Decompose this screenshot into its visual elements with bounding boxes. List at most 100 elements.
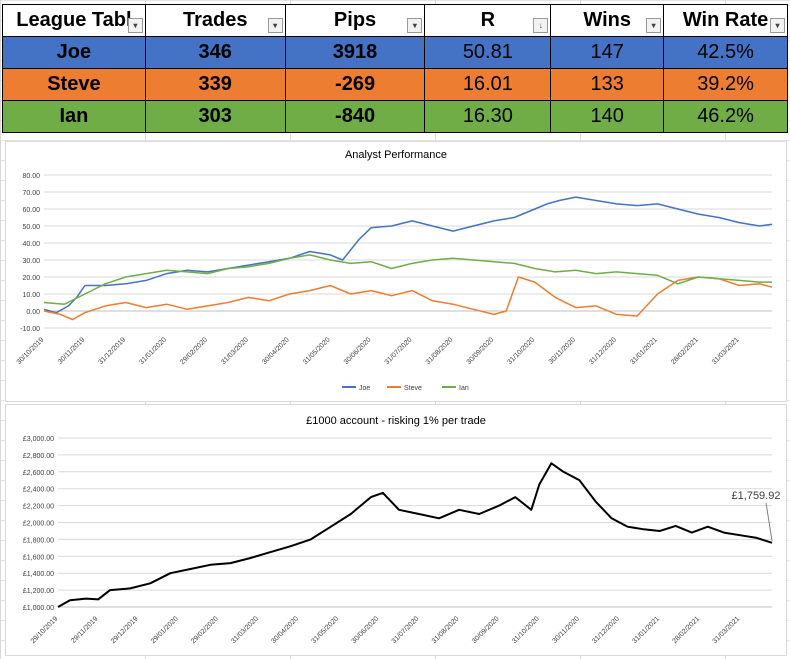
- x-tick-label: 31/03/2021: [711, 336, 741, 366]
- y-tick-label: £3,000.00: [23, 436, 54, 443]
- x-tick-label: 30/10/2019: [16, 336, 46, 366]
- x-tick-label: 31/03/2021: [712, 615, 742, 645]
- filter-dropdown-icon[interactable]: ▾: [646, 18, 662, 33]
- y-tick-label: -10.00: [20, 326, 40, 333]
- x-tick-label: 28/02/2021: [671, 615, 701, 645]
- cell-pips[interactable]: -840: [284, 100, 426, 133]
- cell-trades[interactable]: 339: [144, 68, 286, 101]
- x-tick-label: 31/01/2021: [631, 615, 661, 645]
- table-row: Ian 303 -840 16.30 140 46.2%: [2, 100, 788, 133]
- cell-name[interactable]: Ian: [2, 100, 146, 133]
- cell-r[interactable]: 16.30: [424, 100, 552, 133]
- x-tick-label: 30/11/2020: [552, 615, 581, 644]
- cell-pips[interactable]: 3918: [284, 36, 426, 69]
- league-table: League Tabl ▾ Trades ▾ Pips ▾ R ↓ Wins ▾ Win …: [2, 4, 788, 133]
- x-tick-label: 30/06/2020: [343, 336, 373, 366]
- cell-wins[interactable]: 133: [550, 68, 665, 101]
- cell-pips[interactable]: -269: [284, 68, 426, 101]
- cell-name[interactable]: Joe: [2, 36, 146, 69]
- filter-dropdown-icon[interactable]: ▾: [770, 18, 785, 33]
- y-tick-label: £2,400.00: [23, 487, 54, 494]
- x-tick-label: 29/02/2020: [190, 615, 220, 645]
- x-tick-label: 31/12/2020: [591, 615, 621, 645]
- x-tick-label: 31/07/2020: [384, 336, 414, 366]
- filter-dropdown-icon[interactable]: ▾: [127, 18, 143, 33]
- x-tick-label: 31/05/2020: [302, 336, 332, 366]
- cell-r[interactable]: 16.01: [424, 68, 552, 101]
- cell-win-rate[interactable]: 39.2%: [663, 68, 788, 101]
- y-tick-label: £2,000.00: [23, 521, 54, 528]
- table-header-row: League Tabl ▾ Trades ▾ Pips ▾ R ↓ Wins ▾ Win …: [2, 4, 788, 37]
- account-balance-chart[interactable]: £1000 account - risking 1% per trade £3,…: [5, 404, 787, 656]
- y-tick-label: £1,600.00: [23, 554, 54, 561]
- legend-label: Ian: [459, 385, 469, 392]
- table-row: Joe 346 3918 50.81 147 42.5%: [2, 36, 788, 69]
- x-tick-label: 29/12/2019: [110, 615, 140, 645]
- filter-dropdown-icon[interactable]: ▾: [267, 18, 283, 33]
- y-tick-label: £1,200.00: [23, 588, 54, 595]
- y-tick-label: £1,000.00: [23, 605, 54, 612]
- x-tick-label: 31/10/2020: [506, 336, 536, 366]
- x-tick-label: 31/03/2020: [230, 615, 260, 645]
- cell-r[interactable]: 50.81: [424, 36, 552, 69]
- series-line-balance: [57, 462, 773, 608]
- legend-label: Joe: [359, 385, 370, 392]
- x-tick-label: 31/10/2020: [511, 615, 541, 645]
- header-label: Trades: [183, 9, 248, 31]
- header-label: Pips: [333, 9, 377, 31]
- header-label: Wins: [583, 9, 631, 31]
- account-balance-plot: £3,000.00 £2,800.00 £2,600.00 £2,400.00 £2,2…: [23, 436, 781, 645]
- annotation-leader: [765, 502, 773, 541]
- chart-title: £1000 account - risking 1% per trade: [306, 415, 486, 427]
- cell-name[interactable]: Steve: [2, 68, 146, 101]
- y-tick-label: 10.00: [22, 292, 40, 299]
- header-label: Win Rate: [682, 9, 769, 31]
- x-tick-label: 29/11/2019: [70, 615, 99, 644]
- x-tick-label: 31/03/2020: [220, 336, 250, 366]
- x-tick-label: 30/04/2020: [261, 336, 291, 366]
- x-tick-label: 29/02/2020: [179, 336, 209, 366]
- x-tick-label: 31/07/2020: [391, 615, 421, 645]
- y-tick-label: £2,600.00: [23, 470, 54, 477]
- cell-wins[interactable]: 140: [550, 100, 665, 133]
- header-pips: Pips ▾: [284, 4, 426, 37]
- header-name: League Tabl ▾: [2, 4, 146, 37]
- x-tick-label: 30/06/2020: [351, 615, 381, 645]
- x-tick-label: 31/08/2020: [431, 615, 461, 645]
- analyst-performance-chart[interactable]: Analyst Performance 80.00 70.00 60.00 50.00…: [5, 141, 787, 402]
- y-tick-label: £1,800.00: [23, 537, 54, 544]
- cell-win-rate[interactable]: 42.5%: [663, 36, 788, 69]
- y-tick-label: 50.00: [22, 224, 40, 231]
- series-line-steve: [43, 276, 773, 321]
- header-wins: Wins ▾: [550, 4, 665, 37]
- y-tick-label: 70.00: [22, 190, 40, 197]
- y-tick-label: £2,200.00: [23, 504, 54, 511]
- cell-win-rate[interactable]: 46.2%: [663, 100, 788, 133]
- cell-wins[interactable]: 147: [550, 36, 665, 69]
- x-tick-label: 31/01/2021: [629, 336, 659, 366]
- y-tick-label: 40.00: [22, 241, 40, 248]
- x-tick-label: 31/05/2020: [310, 615, 340, 645]
- analyst-performance-plot: 80.00 70.00 60.00 50.00 40.00 30.00 20.00 10.00…: [16, 173, 773, 392]
- cell-trades[interactable]: 346: [144, 36, 286, 69]
- x-tick-label: 30/09/2020: [466, 336, 496, 366]
- x-tick-label: 29/01/2020: [150, 615, 180, 645]
- header-r: R ↓: [424, 4, 552, 37]
- series-line-ian: [43, 254, 772, 305]
- x-tick-label: 30/11/2020: [548, 336, 577, 365]
- sort-descending-icon[interactable]: ↓: [533, 18, 549, 33]
- header-label: League Tabl: [16, 9, 132, 31]
- y-tick-label: 20.00: [22, 275, 40, 282]
- filter-dropdown-icon[interactable]: ▾: [407, 18, 423, 33]
- x-tick-label: 31/12/2020: [588, 336, 618, 366]
- x-tick-label: 30/09/2020: [471, 615, 501, 645]
- cell-trades[interactable]: 303: [144, 100, 286, 133]
- series-line-joe: [43, 196, 773, 314]
- y-tick-label: 30.00: [22, 258, 40, 265]
- y-tick-label: 80.00: [22, 173, 40, 180]
- header-trades: Trades ▾: [144, 4, 286, 37]
- legend-label: Steve: [404, 385, 422, 392]
- y-tick-label: 60.00: [22, 207, 40, 214]
- header-win-rate: Win Rate ▾: [663, 4, 788, 37]
- y-tick-label: £2,800.00: [23, 453, 54, 460]
